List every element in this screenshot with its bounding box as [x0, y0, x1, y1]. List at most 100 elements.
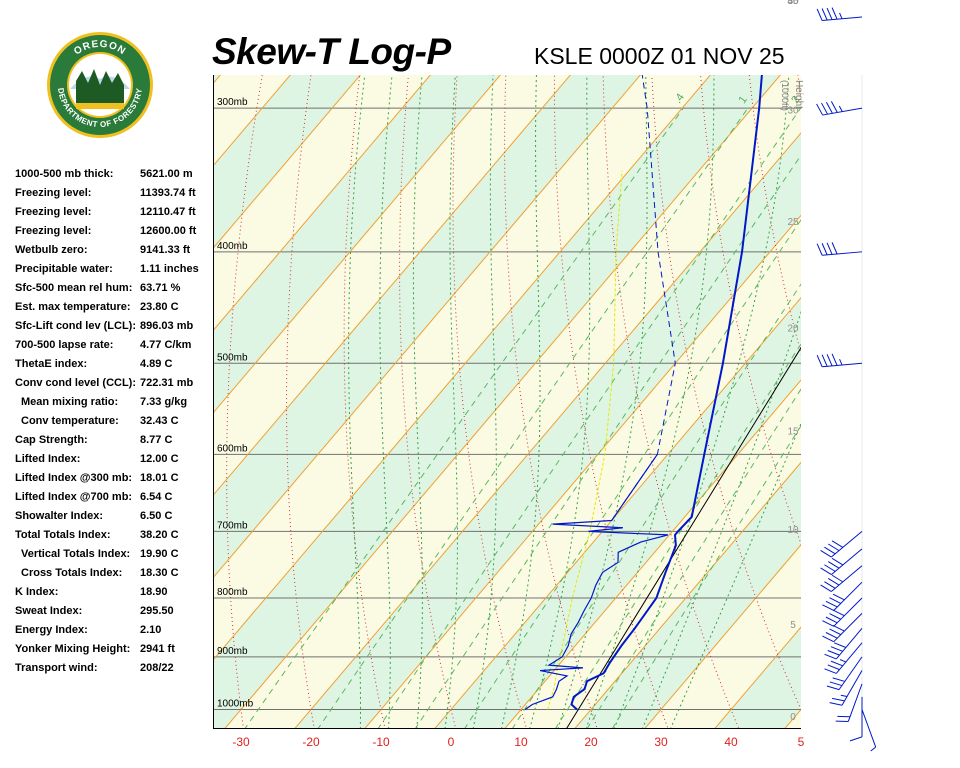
index-value: 1.11 inches — [140, 263, 199, 275]
mixing-ratio-line — [554, 343, 801, 729]
isotherm-line — [213, 75, 291, 167]
isotherm-line — [213, 75, 361, 250]
index-label: Vertical Totals Index: — [21, 548, 131, 560]
index-label: Freezing level: — [15, 225, 92, 237]
oregon-forestry-logo: OREGON DEPARTMENT OF FORESTRY — [47, 32, 153, 138]
x-tick-label: 30 — [654, 735, 668, 749]
moist-adiabat — [641, 310, 801, 729]
dry-adiabat — [941, 0, 960, 757]
wind-barb — [835, 683, 863, 722]
moist-adiabat — [379, 75, 393, 729]
dry-adiabat — [863, 0, 960, 757]
wind-barb — [820, 548, 863, 576]
dry-adiabat — [504, 75, 598, 729]
index-label: Wetbulb zero: — [15, 244, 88, 256]
index-value: 12.00 C — [140, 453, 179, 465]
dry-adiabat — [602, 75, 740, 729]
height-axis-label: Height — [793, 80, 804, 109]
index-value: 18.90 — [140, 586, 168, 598]
height-tick-label: 15 — [787, 426, 799, 437]
x-tick-label: 20 — [584, 735, 598, 749]
mixing-ratio-label: 5 — [865, 94, 878, 106]
index-value: 19.90 C — [140, 548, 179, 560]
height-tick-label: 50 — [787, 0, 799, 7]
index-value: 4.89 C — [140, 358, 173, 370]
mixing-ratio-line — [586, 388, 801, 729]
index-label: Est. max temperature: — [15, 301, 131, 313]
moist-adiabat — [472, 75, 497, 729]
wind-barb — [822, 581, 863, 611]
wind-barb — [822, 613, 863, 643]
station-time: KSLE 0000Z 01 NOV 25 — [534, 43, 785, 69]
index-value: 32.43 C — [140, 415, 179, 427]
wind-barb — [816, 7, 863, 22]
index-value: 295.50 — [140, 605, 174, 617]
index-value: 11393.74 ft — [140, 187, 196, 199]
index-label: Cap Strength: — [15, 434, 88, 446]
index-value: 63.71 % — [140, 282, 181, 294]
index-value: 2.10 — [140, 624, 162, 636]
height-tick-label: 35 — [787, 0, 799, 7]
x-tick-label: -10 — [372, 735, 390, 749]
index-label: Cross Totals Index: — [21, 567, 123, 579]
index-value: 896.03 mb — [140, 320, 194, 332]
index-value: 2941 ft — [140, 643, 175, 655]
temperature-band — [213, 75, 781, 729]
height-tick-label: 25 — [787, 217, 799, 228]
height-tick-label: 5 — [790, 620, 796, 631]
moist-adiabat — [444, 75, 458, 729]
dry-adiabat — [903, 0, 960, 757]
pressure-label: 1000mb — [217, 699, 254, 710]
index-value: 4.77 C/km — [140, 339, 192, 351]
chart-title: Skew-T Log-P — [212, 31, 451, 72]
index-label: 700-500 lapse rate: — [15, 339, 114, 351]
dry-adiabat — [553, 75, 669, 729]
temperature-line — [570, 75, 763, 711]
mixing-ratio-label: 8 — [906, 94, 919, 106]
index-label: ThetaE index: — [15, 358, 88, 370]
pressure-label: 500mb — [217, 352, 248, 363]
height-tick-label: 20 — [787, 324, 799, 335]
isotherm-line — [213, 75, 711, 661]
pressure-label: 300mb — [217, 97, 248, 108]
mixing-ratio-line — [244, 107, 684, 729]
mixing-ratio-label: 2 — [789, 94, 802, 106]
index-label: Sfc-Lift cond lev (LCL): — [15, 320, 136, 332]
height-axis-unit: (1000ft) — [780, 80, 790, 111]
wind-barb — [820, 565, 863, 592]
wind-barb — [824, 628, 863, 660]
index-value: 208/22 — [140, 662, 174, 674]
index-value: 12110.47 ft — [140, 206, 196, 218]
pressure-label: 800mb — [217, 587, 248, 598]
moist-adiabat — [557, 75, 648, 729]
index-label: Mean mixing ratio: — [21, 396, 119, 408]
isotherm-line — [293, 132, 801, 729]
pressure-label: 700mb — [217, 520, 248, 531]
temperature-band — [831, 0, 960, 757]
isotherm-line — [831, 0, 960, 757]
index-value: 722.31 mb — [140, 377, 194, 389]
index-value: 5621.00 m — [140, 168, 193, 180]
wind-barb — [826, 656, 863, 691]
index-label: Conv cond level (CCL): — [15, 377, 137, 389]
moist-adiabat — [669, 422, 801, 729]
index-value: 8.77 C — [140, 434, 173, 446]
index-label: Freezing level: — [15, 206, 92, 218]
index-value: 6.50 C — [140, 510, 173, 522]
moist-adiabat — [412, 75, 423, 729]
index-label: Sweat Index: — [15, 605, 83, 617]
moist-adiabat — [529, 75, 591, 729]
index-label: Precipitable water: — [15, 263, 113, 275]
mixing-ratio-line — [414, 154, 801, 729]
height-tick-label: 10 — [787, 525, 799, 536]
mixing-ratio-label: 1 — [737, 94, 750, 106]
dry-adiabat — [399, 75, 457, 729]
x-tick-label: 40 — [724, 735, 738, 749]
pressure-label: 400mb — [217, 241, 248, 252]
dry-adiabat — [700, 75, 801, 546]
